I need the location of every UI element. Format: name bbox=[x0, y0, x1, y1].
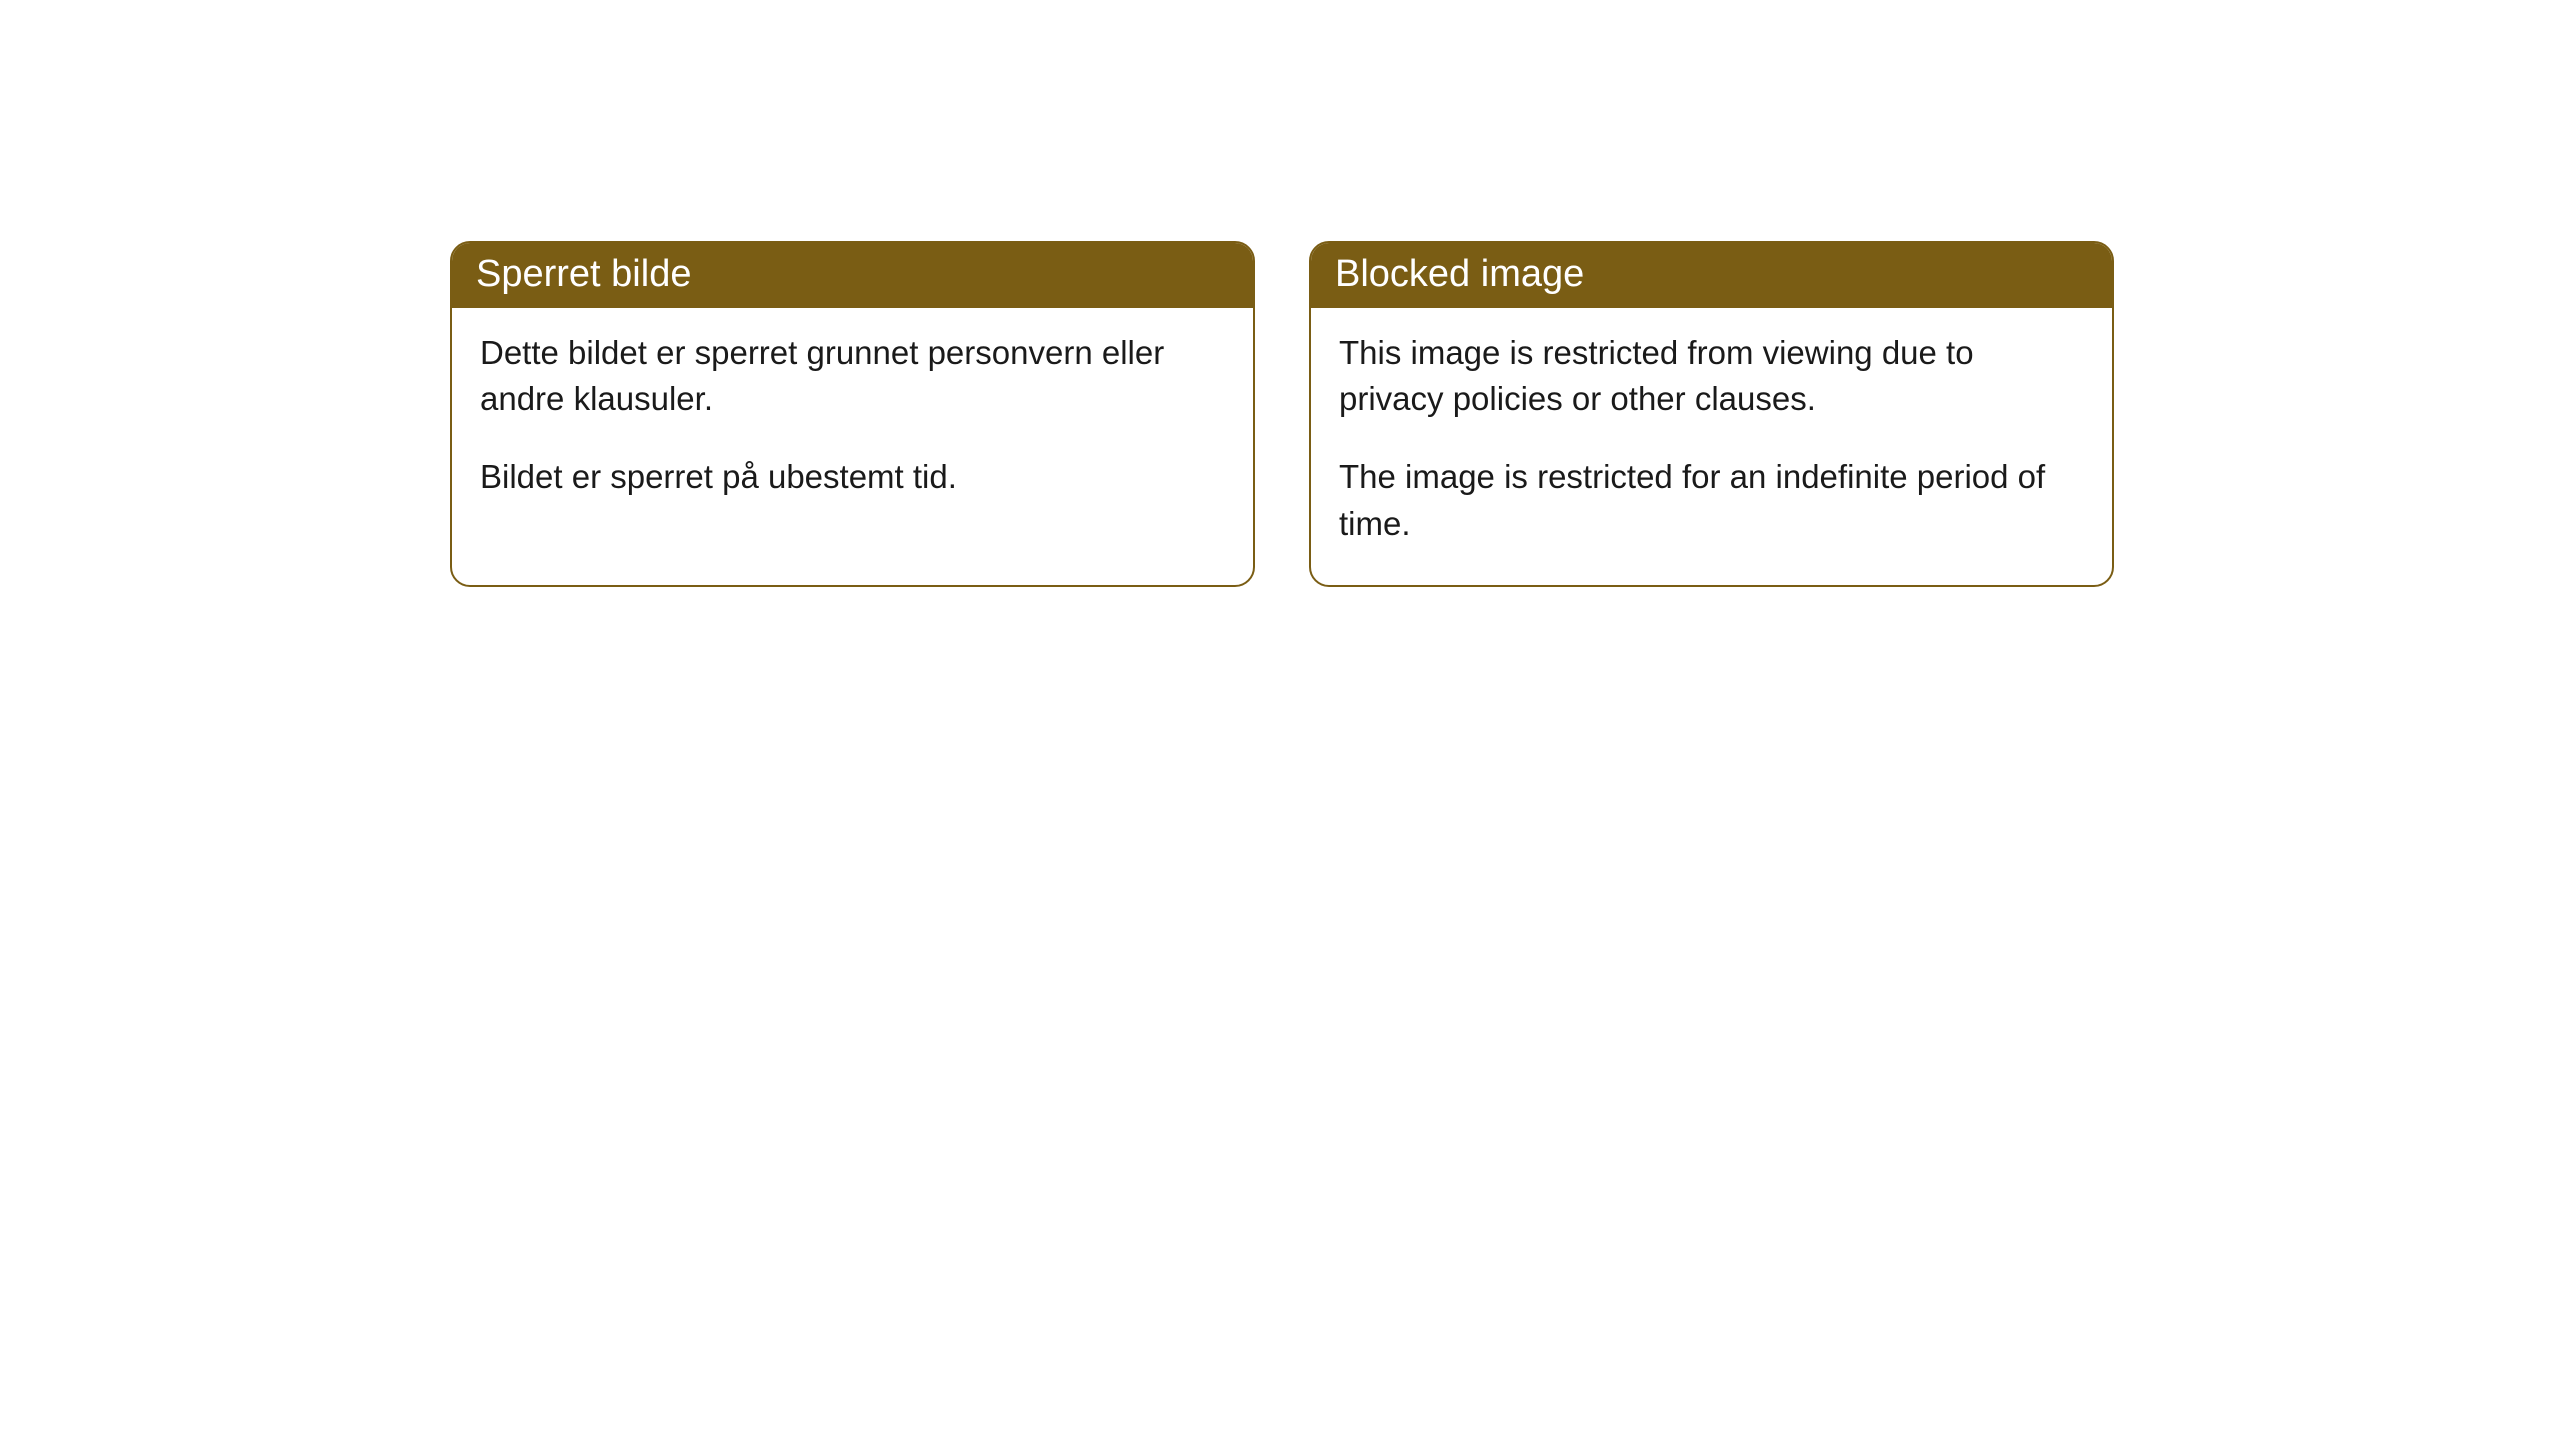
notice-card-no: Sperret bilde Dette bildet er sperret gr… bbox=[450, 241, 1255, 587]
notice-para2-en: The image is restricted for an indefinit… bbox=[1339, 454, 2084, 546]
notice-title-no: Sperret bilde bbox=[452, 243, 1253, 308]
notice-body-en: This image is restricted from viewing du… bbox=[1311, 308, 2112, 585]
notice-title-en: Blocked image bbox=[1311, 243, 2112, 308]
notice-para1-no: Dette bildet er sperret grunnet personve… bbox=[480, 330, 1225, 422]
notice-para1-en: This image is restricted from viewing du… bbox=[1339, 330, 2084, 422]
notice-card-en: Blocked image This image is restricted f… bbox=[1309, 241, 2114, 587]
notice-para2-no: Bildet er sperret på ubestemt tid. bbox=[480, 454, 1225, 500]
notice-body-no: Dette bildet er sperret grunnet personve… bbox=[452, 308, 1253, 539]
notice-container: Sperret bilde Dette bildet er sperret gr… bbox=[450, 241, 2114, 587]
